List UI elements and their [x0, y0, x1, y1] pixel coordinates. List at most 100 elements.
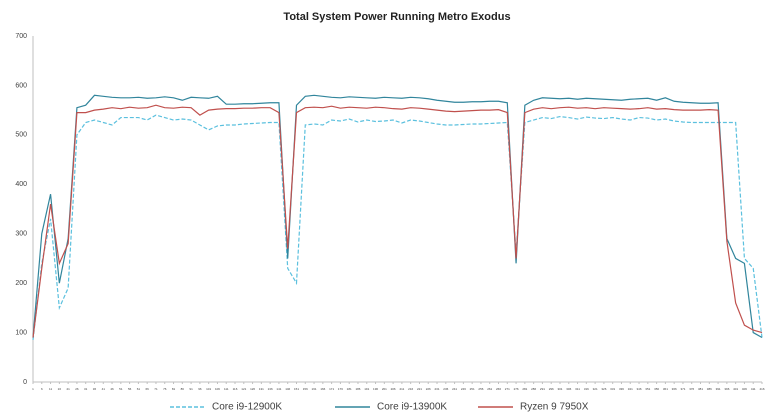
- x-tick-label: 231: [435, 387, 440, 391]
- x-tick-label: 291: [540, 387, 545, 391]
- x-tick-label: 266: [496, 387, 501, 391]
- x-tick-label: 126: [250, 387, 255, 391]
- x-tick-label: 366: [672, 387, 677, 391]
- x-tick-label: 216: [408, 387, 413, 391]
- x-tick-label: 146: [285, 387, 290, 391]
- x-tick-label: 391: [716, 387, 721, 391]
- x-tick-label: 136: [268, 387, 273, 391]
- legend-label: Ryzen 9 7950X: [520, 402, 589, 413]
- x-tick-label: 226: [426, 387, 431, 391]
- x-tick-label: 221: [417, 387, 422, 391]
- y-tick-label: 700: [15, 33, 27, 40]
- x-tick-label: 186: [355, 387, 360, 391]
- x-tick-label: 316: [584, 387, 589, 391]
- x-tick-label: 386: [707, 387, 712, 391]
- x-tick-label: 246: [461, 387, 466, 391]
- x-tick-label: 86: [181, 387, 185, 391]
- x-tick-label: 101: [206, 387, 211, 391]
- x-tick-label: 16: [58, 387, 62, 391]
- x-tick-label: 396: [724, 387, 729, 391]
- series-line: [32, 104, 763, 338]
- x-tick-label: 381: [698, 387, 703, 391]
- y-tick-label: 400: [15, 181, 27, 188]
- x-tick-label: 11: [49, 387, 52, 391]
- x-tick-label: 341: [628, 387, 633, 391]
- x-tick-label: 1: [32, 387, 34, 391]
- x-tick-label: 121: [241, 387, 246, 391]
- x-tick-label: 61: [137, 387, 141, 391]
- x-tick-label: 191: [364, 387, 369, 391]
- x-tick-label: 336: [619, 387, 624, 391]
- x-tick-label: 91: [189, 387, 193, 391]
- x-tick-label: 181: [347, 387, 352, 391]
- x-tick-label: 176: [338, 387, 343, 391]
- x-tick-label: 211: [399, 387, 404, 391]
- legend-label: Core i9-12900K: [212, 402, 282, 413]
- x-tick-label: 321: [593, 387, 598, 391]
- x-tick-label: 306: [566, 387, 571, 391]
- x-tick-label: 171: [329, 387, 334, 391]
- x-tick-label: 251: [470, 387, 475, 391]
- y-tick-label: 200: [15, 280, 27, 287]
- y-tick-label: 100: [15, 329, 27, 336]
- series-line: [32, 94, 763, 339]
- x-tick-label: 236: [443, 387, 448, 391]
- x-tick-label: 406: [742, 387, 747, 391]
- x-tick-label: 296: [549, 387, 554, 391]
- x-tick-label: 326: [601, 387, 606, 391]
- x-tick-label: 256: [478, 387, 483, 391]
- x-tick-label: 96: [198, 387, 202, 391]
- x-tick-label: 201: [382, 387, 387, 391]
- x-tick-label: 346: [637, 387, 642, 391]
- x-tick-label: 241: [452, 387, 457, 391]
- x-tick-label: 286: [531, 387, 536, 391]
- x-tick-label: 311: [575, 387, 580, 391]
- x-tick-label: 151: [294, 387, 299, 391]
- x-tick-label: 351: [645, 387, 650, 391]
- legend-label: Core i9-13900K: [377, 402, 447, 413]
- x-tick-label: 376: [689, 387, 694, 391]
- x-tick-label: 51: [119, 387, 123, 391]
- x-tick-label: 156: [303, 387, 308, 391]
- x-tick-label: 161: [312, 387, 317, 391]
- x-tick-label: 46: [110, 387, 114, 391]
- x-tick-label: 41: [102, 387, 106, 391]
- x-tick-label: 131: [259, 387, 264, 391]
- x-tick-label: 116: [233, 387, 238, 391]
- y-tick-label: 0: [23, 379, 27, 386]
- x-tick-label: 416: [759, 387, 764, 391]
- x-tick-label: 76: [163, 387, 167, 391]
- series-line: [32, 114, 763, 341]
- x-tick-label: 261: [487, 387, 492, 391]
- x-tick-label: 411: [751, 387, 756, 391]
- x-tick-label: 401: [733, 387, 738, 391]
- x-tick-label: 271: [505, 387, 510, 391]
- x-tick-label: 166: [320, 387, 325, 391]
- x-tick-label: 21: [66, 387, 70, 391]
- x-tick-label: 331: [610, 387, 615, 391]
- chart-title: Total System Power Running Metro Exodus: [283, 11, 510, 23]
- y-tick-label: 500: [15, 132, 27, 139]
- x-tick-label: 281: [522, 387, 527, 391]
- y-tick-label: 600: [15, 82, 27, 89]
- x-tick-label: 276: [514, 387, 519, 391]
- x-tick-label: 6: [41, 387, 43, 391]
- x-tick-label: 111: [224, 387, 229, 391]
- x-tick-label: 31: [84, 387, 88, 391]
- x-tick-label: 66: [146, 387, 150, 391]
- x-tick-label: 106: [215, 387, 220, 391]
- x-tick-label: 56: [128, 387, 132, 391]
- x-tick-label: 81: [172, 387, 176, 391]
- x-tick-label: 36: [93, 387, 97, 391]
- y-tick-label: 300: [15, 231, 27, 238]
- x-tick-label: 26: [75, 387, 79, 391]
- x-tick-label: 371: [680, 387, 685, 391]
- x-tick-label: 301: [557, 387, 562, 391]
- x-tick-label: 356: [654, 387, 659, 391]
- x-tick-label: 196: [373, 387, 378, 391]
- x-tick-label: 361: [663, 387, 668, 391]
- x-tick-label: 206: [391, 387, 396, 391]
- x-tick-label: 141: [276, 387, 281, 391]
- x-tick-label: 71: [154, 387, 158, 391]
